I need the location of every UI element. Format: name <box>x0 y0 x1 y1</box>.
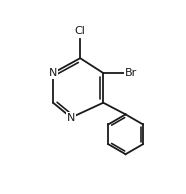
Text: Br: Br <box>125 68 137 78</box>
Text: N: N <box>49 68 57 78</box>
Text: N: N <box>67 113 75 123</box>
Text: Cl: Cl <box>75 26 86 36</box>
